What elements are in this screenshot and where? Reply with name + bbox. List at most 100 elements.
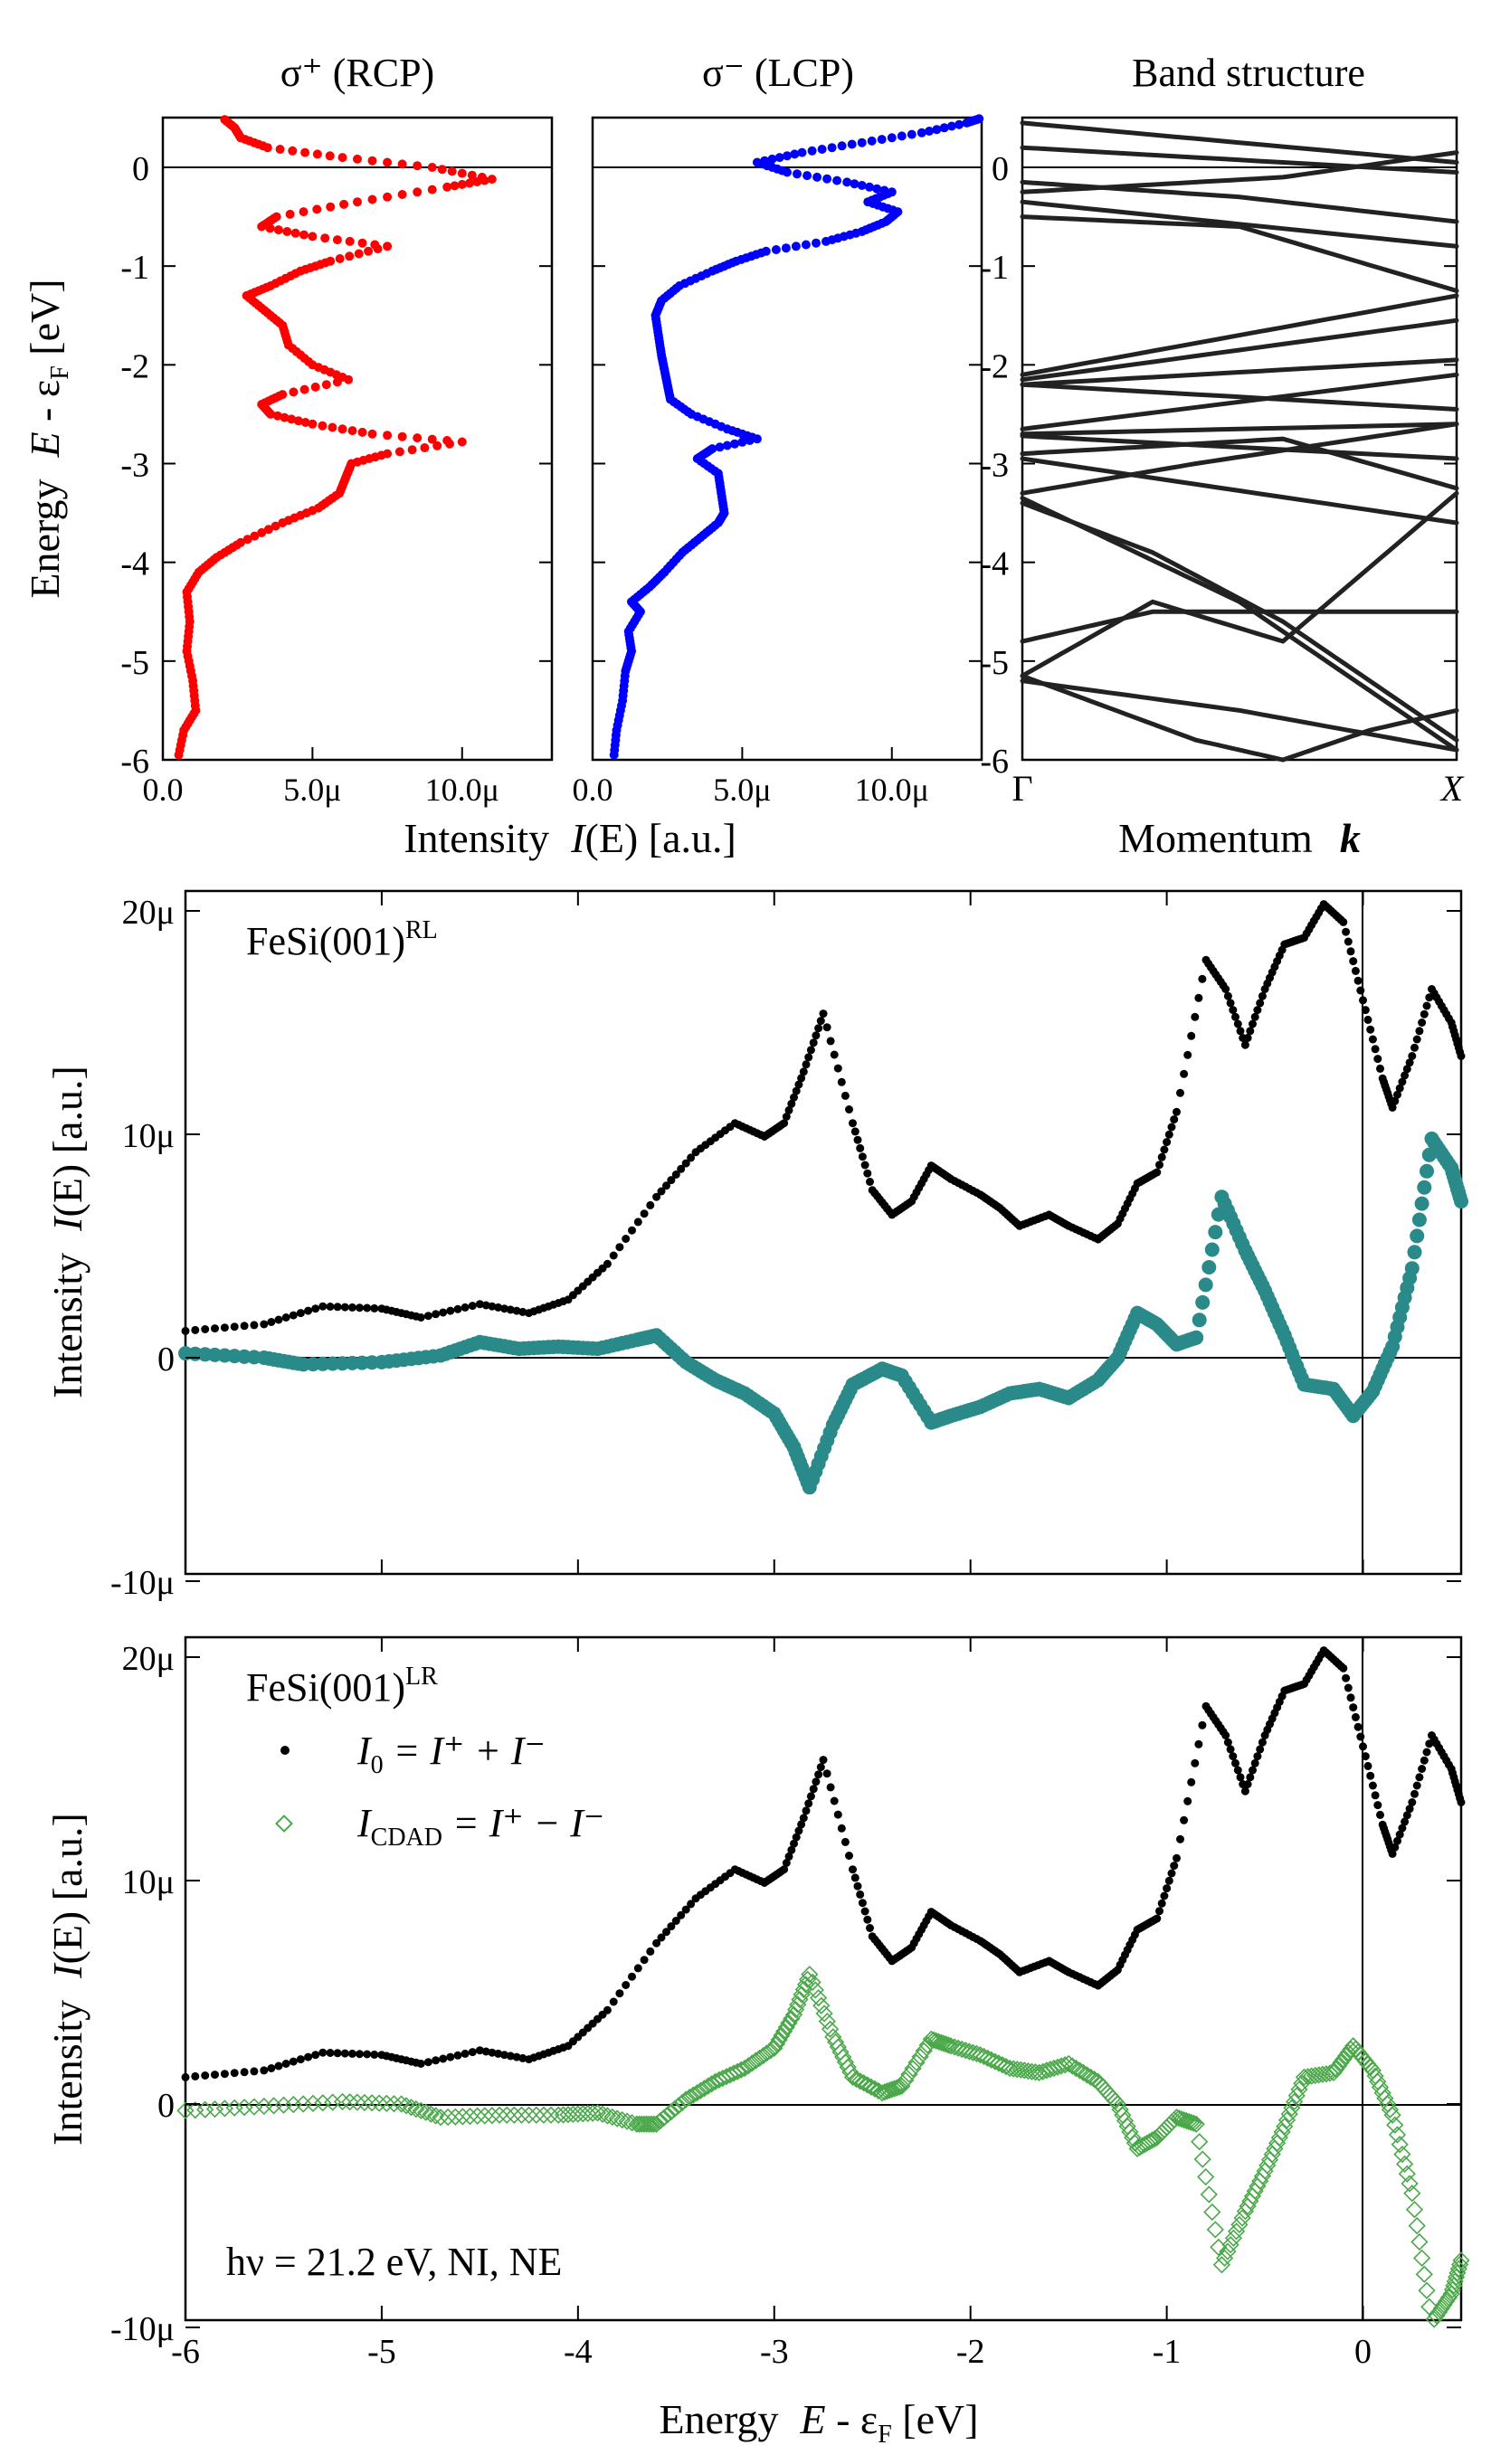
i0-point <box>318 1302 328 1311</box>
rcp-point <box>457 437 467 447</box>
i0-point <box>1391 1843 1400 1852</box>
top-xlabel-unit: [a.u.] <box>638 815 736 861</box>
i0-point <box>1420 1009 1429 1019</box>
i0-point <box>267 2064 276 2072</box>
i0-point <box>814 1024 823 1033</box>
lcp-point <box>817 145 827 154</box>
cdad-point <box>1410 2232 1429 2251</box>
lcp-point <box>797 147 807 157</box>
rcp-y-tick-label: -6 <box>120 743 149 781</box>
i0-point <box>799 1814 808 1823</box>
lr-title: FeSi(001)LR <box>246 1663 438 1710</box>
lcp-point <box>850 179 859 189</box>
i0-point <box>1415 1773 1424 1782</box>
i0-point <box>461 1303 470 1312</box>
i0-point <box>1249 1766 1257 1775</box>
i0-point <box>1173 1107 1181 1116</box>
lcp-point <box>946 121 956 131</box>
legend-i0-lhs: I <box>356 1729 373 1773</box>
rcp-point <box>394 447 404 457</box>
i0-point <box>819 1009 828 1019</box>
i0-point <box>1155 1161 1163 1170</box>
lcp-title: σ⁻ (LCP) <box>702 51 854 95</box>
top-ylabel-eps: - ε <box>22 380 68 432</box>
cdad-point <box>422 2105 440 2123</box>
i0-point <box>1393 1836 1401 1845</box>
i0-point <box>468 1302 477 1311</box>
photon-annotation: hν = 21.2 eV, NI, NE <box>226 2240 562 2284</box>
rcp-x-tick-label: 5.0μ <box>283 772 341 808</box>
cdad-point <box>762 2042 780 2060</box>
i0-point <box>1359 1742 1367 1751</box>
i0-point <box>304 2052 313 2061</box>
rcp-point <box>293 416 303 426</box>
band-line <box>1020 317 1459 383</box>
cdad-point <box>1180 2112 1198 2131</box>
i0-point <box>326 2049 335 2057</box>
i0-point <box>1226 1745 1235 1754</box>
cdad-point <box>1187 2115 1205 2133</box>
i0-point <box>333 2049 342 2058</box>
cdad-point <box>1435 2296 1453 2314</box>
i0-point <box>1366 1025 1375 1034</box>
i0-point <box>609 1251 618 1260</box>
i0-point <box>1410 1043 1419 1052</box>
i0-point <box>311 1304 320 1313</box>
rcp-panel: 0 -1 -2 -3 -4 -5 -6 0.0 5.0μ 10.0μ <box>120 115 554 808</box>
top-ylabel-unit: [eV] <box>22 279 68 365</box>
i0-point <box>1167 1869 1176 1878</box>
rcp-y-tick-label: -1 <box>120 249 149 287</box>
i0-point <box>281 2060 290 2068</box>
cdad-point <box>1432 2299 1450 2317</box>
cdad-point <box>1085 2071 1104 2089</box>
band-line <box>1020 673 1286 763</box>
y-tick-label: 10μ <box>122 1863 175 1901</box>
top-ylabel-energy: Energy <box>22 479 68 599</box>
i0-point <box>657 1933 666 1942</box>
rcp-point <box>353 197 362 207</box>
cdad-point <box>1098 2084 1117 2102</box>
lcp-point <box>879 185 889 195</box>
lcp-point <box>761 246 771 256</box>
i0-point <box>652 1192 661 1201</box>
i0-point <box>356 1303 364 1313</box>
band-line <box>1020 500 1459 743</box>
lcp-panel: 0.0 5.0μ 10.0μ <box>573 114 984 808</box>
lcp-point <box>812 172 822 182</box>
cdad-point <box>215 2099 234 2118</box>
lcp-point <box>877 135 887 145</box>
band-line <box>1020 145 1459 175</box>
i0-point <box>201 2071 210 2080</box>
lcp-point <box>865 182 874 192</box>
i0-point <box>1236 1027 1245 1036</box>
i0-point <box>866 1924 874 1932</box>
lr-ylabel-intensity: Intensity <box>44 2000 90 2146</box>
i0-point <box>802 1060 811 1069</box>
i0-point <box>646 1947 655 1956</box>
i0-point <box>1256 1745 1265 1754</box>
band-line <box>1020 433 1459 461</box>
i0-point <box>1398 1077 1407 1086</box>
lcp-point <box>842 177 852 187</box>
cdad-point <box>1191 2133 1209 2151</box>
cdad-point <box>324 2093 342 2111</box>
i0-point <box>1410 1789 1419 1798</box>
i0-point <box>274 2061 283 2071</box>
band-y-ticks: 0 -1 -2 -3 -4 -5 -6 <box>163 150 1457 781</box>
lcp-point <box>827 143 837 153</box>
i0-point <box>1191 1758 1200 1767</box>
cdad-point <box>549 2106 567 2124</box>
cdad-point <box>1420 1163 1434 1179</box>
cdad-point <box>757 2044 776 2062</box>
i0-point <box>804 1799 813 1808</box>
y-tick-label: 20μ <box>122 894 175 932</box>
i0-point <box>1229 1752 1238 1761</box>
i0-point <box>849 1119 857 1128</box>
cdad-point <box>1408 2216 1426 2235</box>
i0-point <box>340 1303 349 1312</box>
rcp-point <box>383 242 393 251</box>
i0-point <box>1183 1050 1192 1059</box>
i0-point <box>787 1845 796 1854</box>
i0-point <box>1243 1034 1252 1042</box>
lcp-point <box>822 174 832 184</box>
